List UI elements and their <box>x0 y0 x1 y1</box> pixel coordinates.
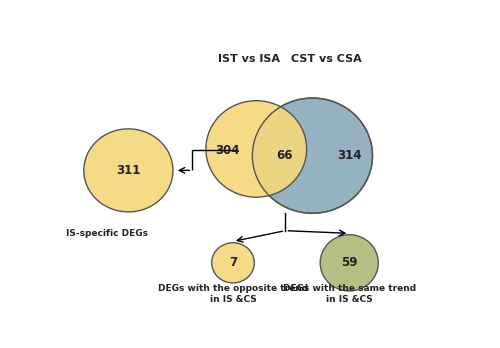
Text: 314: 314 <box>337 149 361 162</box>
Text: 304: 304 <box>215 144 240 157</box>
Ellipse shape <box>212 243 254 283</box>
Text: IS-specific DEGs: IS-specific DEGs <box>66 229 148 238</box>
Ellipse shape <box>320 235 378 291</box>
Text: CST vs CSA: CST vs CSA <box>290 54 362 64</box>
Ellipse shape <box>84 129 173 212</box>
Text: 66: 66 <box>276 149 292 162</box>
Text: 7: 7 <box>229 256 237 269</box>
Text: 311: 311 <box>116 164 140 177</box>
Text: DEGs with the same trend: DEGs with the same trend <box>282 284 416 293</box>
Text: DEGs with the opposite trend: DEGs with the opposite trend <box>158 284 308 293</box>
Text: in IS &CS: in IS &CS <box>326 294 372 303</box>
Ellipse shape <box>206 101 306 197</box>
Text: IST vs ISA: IST vs ISA <box>218 54 280 64</box>
Text: in IS &CS: in IS &CS <box>210 294 256 303</box>
Text: 59: 59 <box>341 256 357 269</box>
Ellipse shape <box>252 98 372 213</box>
